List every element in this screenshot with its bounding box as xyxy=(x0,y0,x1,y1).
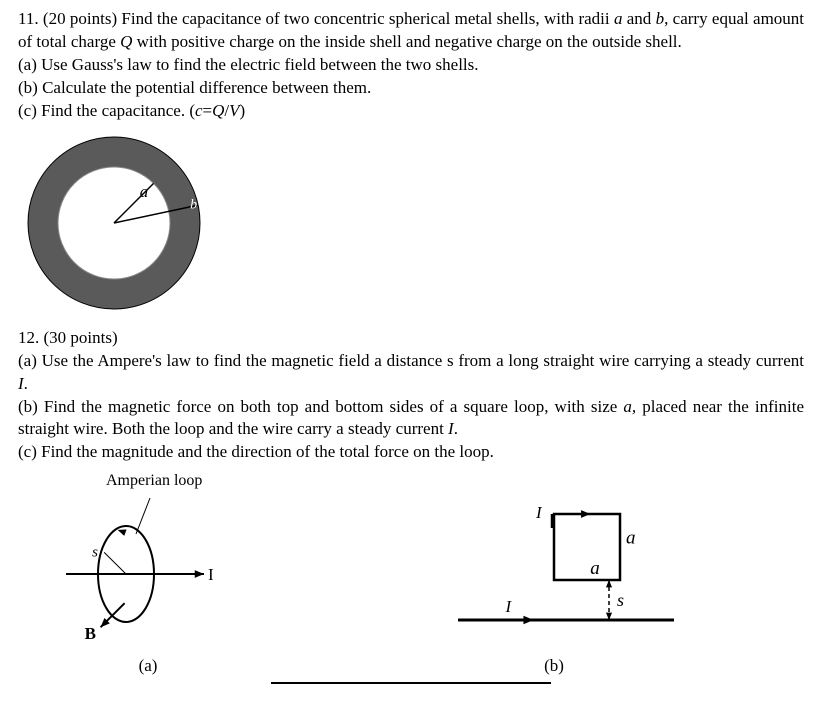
footer-rule xyxy=(271,682,551,684)
svg-text:a: a xyxy=(590,558,600,579)
svg-text:a: a xyxy=(140,182,149,201)
p11-figure-row: a b xyxy=(18,129,804,319)
p11-var-Q: Q xyxy=(120,32,132,51)
p11-c-V: V xyxy=(229,101,239,120)
p12-part-a: (a) Use the Ampere's law to find the mag… xyxy=(18,350,804,396)
p11-mid1: and xyxy=(622,9,655,28)
p11-c-Q: Q xyxy=(212,101,224,120)
svg-text:s: s xyxy=(92,544,98,560)
p11-c-suffix: ) xyxy=(240,101,246,120)
fig-b-caption: (b) xyxy=(544,656,564,676)
p11-heading-1: 11. (20 points) Find the capacitance of … xyxy=(18,9,614,28)
p12-figure-row: Amperian loop IsB (a) IaasI (b) xyxy=(18,470,804,676)
p11-part-a: (a) Use Gauss's law to find the electric… xyxy=(18,54,804,77)
problem-12: 12. (30 points) (a) Use the Ampere's law… xyxy=(18,327,804,676)
svg-text:a: a xyxy=(626,528,636,549)
p12-b-a: a, xyxy=(623,397,636,416)
p11-c-c: c xyxy=(195,101,203,120)
svg-text:B: B xyxy=(85,624,96,643)
svg-text:I: I xyxy=(535,503,543,522)
fig-b-block: IaasI (b) xyxy=(424,492,684,676)
fig-a-block: Amperian loop Is B (a) xyxy=(58,470,238,676)
fig-a-caption: (a) xyxy=(139,656,158,676)
p11-var-b: b xyxy=(656,9,665,28)
p11-tail2: with positive charge on the inside shell… xyxy=(132,32,681,51)
problem-11: 11. (20 points) Find the capacitance of … xyxy=(18,8,804,319)
concentric-shells-figure: a b xyxy=(18,129,208,319)
fig-a-top-caption: Amperian loop xyxy=(106,470,202,492)
p11-part-b: (b) Calculate the potential difference b… xyxy=(18,77,804,100)
p12-a-end: . xyxy=(24,374,28,393)
svg-text:I: I xyxy=(208,565,214,584)
p11-part-c: (c) Find the capacitance. (c=Q/V) xyxy=(18,100,804,123)
p11-c-eq: = xyxy=(203,101,213,120)
svg-text:I: I xyxy=(505,597,513,616)
p12-heading: 12. (30 points) xyxy=(18,327,804,350)
svg-text:b: b xyxy=(190,197,197,212)
p12-a-text: (a) Use the Ampere's law to find the mag… xyxy=(18,351,804,370)
p11-c-prefix: (c) Find the capacitance. ( xyxy=(18,101,195,120)
p12-b-end: . xyxy=(454,419,458,438)
p11-statement: 11. (20 points) Find the capacitance of … xyxy=(18,8,804,54)
p12-b-text: (b) Find the magnetic force on both top … xyxy=(18,397,623,416)
square-loop-near-wire-figure: IaasI xyxy=(424,492,684,652)
p12-part-b: (b) Find the magnetic force on both top … xyxy=(18,396,804,442)
p12-part-c: (c) Find the magnitude and the direction… xyxy=(18,441,804,464)
svg-text:s: s xyxy=(617,590,624,610)
amperian-loop-figure: Is B xyxy=(58,492,238,652)
